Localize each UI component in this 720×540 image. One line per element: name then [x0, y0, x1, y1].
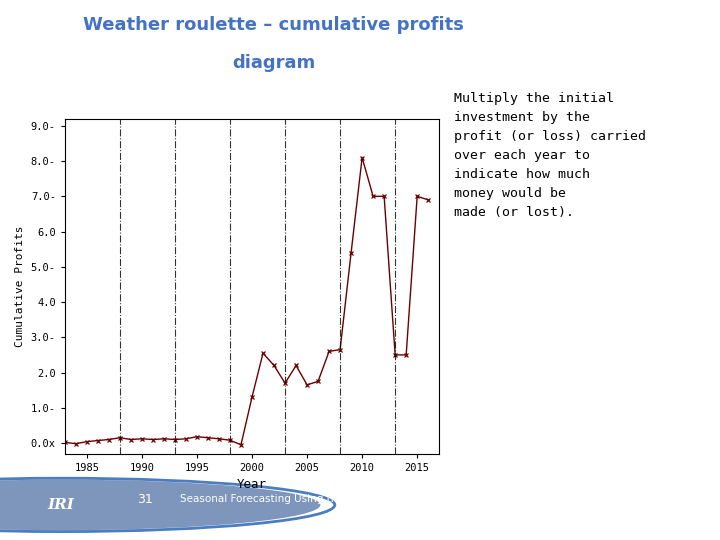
Text: IRI: IRI: [48, 498, 75, 512]
Circle shape: [0, 480, 320, 530]
Text: Seasonal Forecasting Using the Climate Predictability Tool: Seasonal Forecasting Using the Climate P…: [180, 494, 482, 504]
Text: Weather roulette – cumulative profits: Weather roulette – cumulative profits: [84, 16, 464, 34]
Text: diagram: diagram: [232, 54, 315, 72]
Text: 31: 31: [137, 493, 153, 506]
Y-axis label: Cumulative Profits: Cumulative Profits: [15, 226, 25, 347]
Text: International Research Institute
for Climate and Society
EARTH INSTITUTE | COLUM: International Research Institute for Cli…: [552, 480, 713, 514]
X-axis label: Year: Year: [237, 478, 267, 491]
Text: Multiply the initial
investment by the
profit (or loss) carried
over each year t: Multiply the initial investment by the p…: [454, 92, 646, 219]
